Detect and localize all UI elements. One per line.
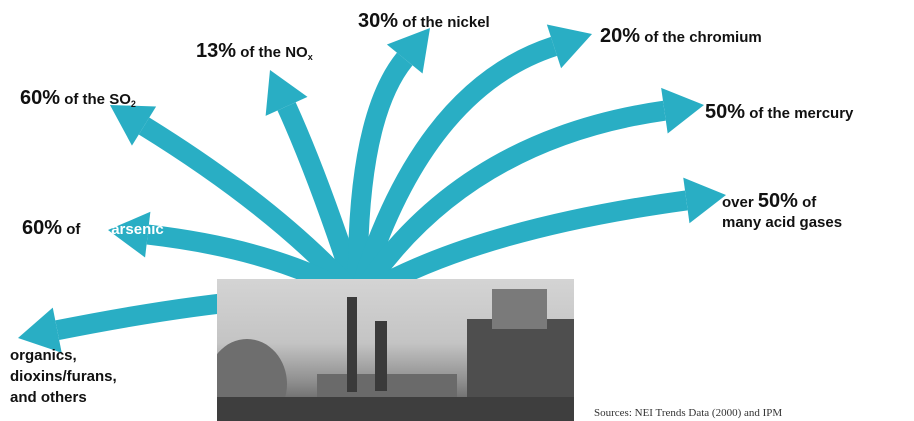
mercury-label: 50% of the mercury [705,101,854,123]
nox-label: 13% of the NOx [196,40,313,62]
smokestack-photo [217,279,574,421]
nickel-label: 30% of the nickel [358,10,490,32]
so2-label: 60% of the SO2 [20,87,136,109]
arrow-mercury [349,87,704,304]
chromium-label: 20% of the chromium [600,25,762,47]
arsenic-label: 60% of the arsenic [22,217,164,239]
acid-gases-label: over 50% of many acid gases [722,190,843,231]
organics-label: organics, dioxins/furans, and others [10,347,117,406]
arrow-nickel [347,28,430,299]
sources-note: Sources: NEI Trends Data (2000) and IPM [594,407,783,419]
arrow-chromium [348,24,592,301]
